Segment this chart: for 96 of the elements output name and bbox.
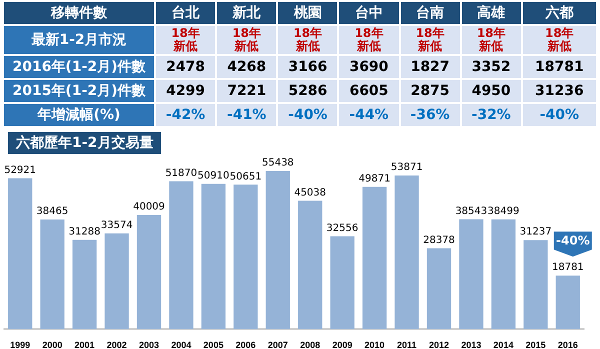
text: 6605 xyxy=(349,83,388,99)
data-label: 38499 xyxy=(488,206,520,217)
chart-title: 六都歷年1-2月交易量 xyxy=(8,132,162,154)
data-label: 53871 xyxy=(390,162,423,174)
text: 18年新低 xyxy=(232,26,262,53)
bar xyxy=(394,175,419,330)
text: 2875 xyxy=(410,83,450,99)
bar xyxy=(330,236,354,330)
text: -41% xyxy=(227,107,266,123)
bar xyxy=(201,184,226,330)
category-label: 高雄 xyxy=(462,2,521,24)
data-label: 38465 xyxy=(36,206,68,218)
text: 3690 xyxy=(349,59,388,75)
text: 3166 xyxy=(288,59,328,75)
text: 4268 xyxy=(227,59,266,75)
x-tick-label: 2011 xyxy=(397,340,417,349)
text: -32% xyxy=(472,107,511,123)
text: 4299 xyxy=(166,83,206,99)
data-label: 33574 xyxy=(100,220,133,231)
text: 18781 xyxy=(535,59,584,75)
category-label: 新北 xyxy=(217,2,276,24)
text: 18年新低 xyxy=(293,26,322,53)
text: 31236 xyxy=(535,83,584,99)
category-label: 台中 xyxy=(339,2,398,24)
bar xyxy=(298,200,322,330)
text: -44% xyxy=(349,107,389,123)
x-tick-label: 2006 xyxy=(236,340,256,349)
data-label: 45038 xyxy=(294,187,326,198)
x-tick-label: 2016 xyxy=(558,340,578,349)
bar xyxy=(8,178,32,330)
data-label: 40009 xyxy=(133,202,165,213)
bar xyxy=(491,219,516,330)
bar xyxy=(362,186,387,330)
category-label: 年增減幅(%) xyxy=(38,107,120,123)
bar xyxy=(104,233,129,330)
data-label: 31288 xyxy=(68,226,100,238)
bar xyxy=(136,215,162,330)
text: 1827 xyxy=(410,59,450,75)
x-tick-label: 1999 xyxy=(10,340,30,349)
data-label: 31237 xyxy=(520,226,552,238)
x-tick-label: 2005 xyxy=(203,340,224,349)
data-label: 52921 xyxy=(4,164,36,176)
text: -40% xyxy=(288,107,328,123)
x-tick-label: 2007 xyxy=(268,340,288,349)
x-tick-label: 2002 xyxy=(106,340,127,349)
text: 移轉件數 xyxy=(4,2,154,24)
x-tick-label: 2012 xyxy=(428,340,450,349)
data-label: 50910 xyxy=(198,170,230,182)
bar xyxy=(234,184,258,330)
x-tick-label: 2003 xyxy=(138,340,160,349)
text: 18年新低 xyxy=(171,26,200,53)
bar xyxy=(169,181,194,330)
data-label: 38543 xyxy=(455,206,488,217)
category-label: 台南 xyxy=(400,2,460,24)
annotation: -40% xyxy=(556,234,590,248)
text: 18年新低 xyxy=(354,26,384,53)
text: 2478 xyxy=(166,59,206,75)
bar xyxy=(524,240,548,330)
x-tick-label: 2009 xyxy=(332,340,352,349)
text: 3352 xyxy=(472,59,511,75)
bar xyxy=(459,219,484,330)
text: 18年新低 xyxy=(545,26,574,53)
data-label: 50651 xyxy=(230,171,262,182)
bar xyxy=(40,219,64,330)
text: 18年新低 xyxy=(476,26,506,53)
data-label: 55438 xyxy=(262,158,294,169)
text: -40% xyxy=(540,107,580,123)
data-label: 49871 xyxy=(358,173,390,184)
text: 7221 xyxy=(227,83,266,99)
x-tick-label: 2004 xyxy=(171,340,192,349)
x-tick-label: 2001 xyxy=(74,340,95,349)
bar xyxy=(426,248,452,330)
x-tick-label: 2008 xyxy=(300,340,320,349)
data-label: 51870 xyxy=(165,168,198,179)
text: -42% xyxy=(166,107,206,123)
category-label: 2015年(1-2月)件數 xyxy=(12,83,146,99)
x-tick-label: 2010 xyxy=(364,340,385,349)
x-tick-label: 2015 xyxy=(526,340,546,349)
category-label: 六都 xyxy=(522,2,596,24)
data-label: 18781 xyxy=(552,262,584,274)
x-tick-label: 2000 xyxy=(42,340,62,349)
data-label: 28378 xyxy=(423,234,455,246)
text: 4950 xyxy=(472,83,511,99)
bar xyxy=(266,171,290,330)
category-label: 台北 xyxy=(156,2,216,24)
x-tick-label: 2013 xyxy=(461,340,482,349)
x-tick-label: 2014 xyxy=(493,340,514,349)
category-label: 2016年(1-2月)件數 xyxy=(12,59,146,75)
bar xyxy=(72,240,97,330)
category-label: 桃園 xyxy=(278,2,338,24)
data-label: 32556 xyxy=(326,222,358,234)
text: 5286 xyxy=(288,83,328,99)
text: -36% xyxy=(410,107,450,123)
text: 18年新低 xyxy=(416,26,444,53)
bar xyxy=(556,276,580,330)
category-label: 最新1-2月市況 xyxy=(31,32,127,48)
